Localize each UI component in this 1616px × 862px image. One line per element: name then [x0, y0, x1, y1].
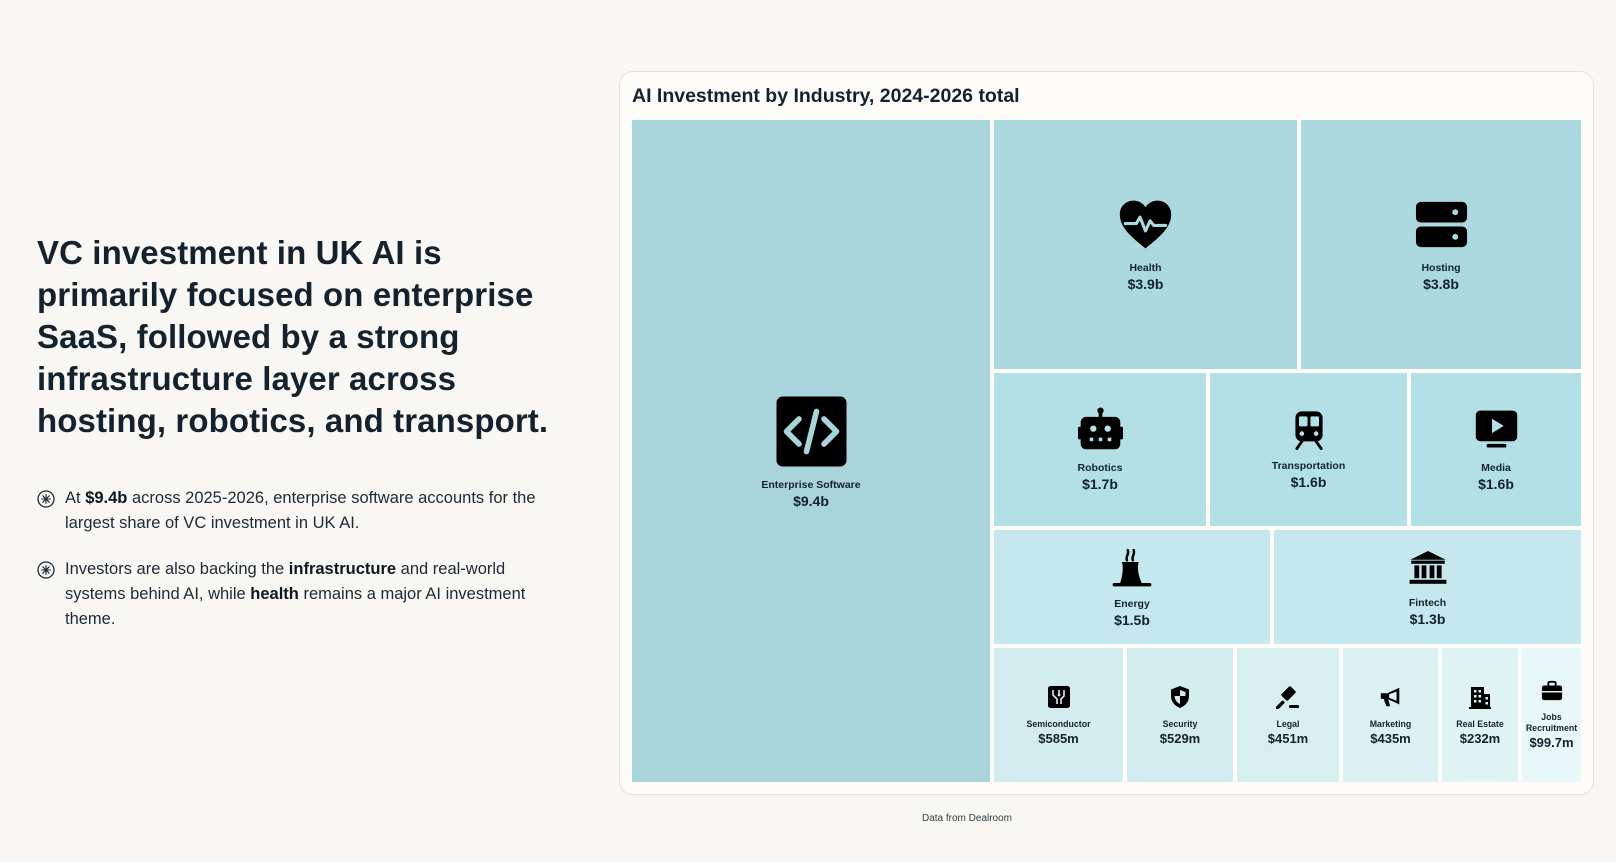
- gavel-icon: [1274, 685, 1300, 710]
- treemap-tile-health: Health $3.9b: [994, 120, 1297, 369]
- tile-label: Hosting: [1421, 262, 1461, 274]
- tile-label: Fintech: [1408, 597, 1447, 609]
- treemap-tile-real-estate: Real Estate $232m: [1442, 648, 1518, 782]
- treemap-tile-fintech: Fintech $1.3b: [1274, 530, 1581, 644]
- treemap-chart: Enterprise Software $9.4b Health $3.9b Hosti…: [632, 120, 1581, 782]
- building-icon: [1468, 685, 1492, 709]
- treemap-tile-robotics: Robotics $1.7b: [994, 373, 1206, 526]
- shield-icon: [1168, 685, 1192, 709]
- heart-pulse-icon: [1118, 197, 1173, 252]
- tile-value: $9.4b: [793, 492, 829, 509]
- key-point-text: At $9.4b across 2025-2026, enterprise so…: [65, 486, 557, 536]
- play-icon: [1474, 407, 1519, 452]
- key-point-2-part-3: remains a major AI investment theme.: [65, 585, 526, 628]
- treemap-tile-hosting: Hosting $3.8b: [1301, 120, 1581, 369]
- chart-title: AI Investment by Industry, 2024-2026 tot…: [632, 85, 1020, 107]
- robot-icon: [1077, 407, 1123, 452]
- server-icon: [1414, 197, 1469, 252]
- source-note: Data from Dealroom: [921, 813, 1013, 824]
- tile-label: Health: [1129, 262, 1162, 274]
- treemap-tile-energy: Energy $1.5b: [994, 530, 1270, 644]
- tile-value: $1.5b: [1114, 612, 1150, 628]
- megaphone-icon: [1379, 685, 1403, 709]
- key-point-1-highlight: $9.4b: [85, 489, 128, 507]
- power-plant-icon: [1111, 546, 1153, 588]
- treemap-tile-media: Media $1.6b: [1411, 373, 1581, 526]
- key-point-1-part-1: At: [65, 489, 86, 507]
- sparkle-bullet-icon: [37, 490, 55, 508]
- train-icon: [1289, 410, 1329, 450]
- tile-label: Robotics: [1077, 462, 1123, 474]
- key-point-text: Investors are also backing the infrastru…: [65, 557, 557, 632]
- tile-label: Energy: [1114, 598, 1150, 610]
- tile-value: $435m: [1370, 730, 1411, 746]
- key-point: Investors are also backing the infrastru…: [37, 557, 557, 632]
- tile-label: Jobs Recruitment: [1525, 712, 1578, 733]
- tile-value: $585m: [1038, 730, 1079, 746]
- tile-value: $529m: [1159, 730, 1201, 746]
- treemap-tile-jobs-recruitment: Jobs Recruitment $99.7m: [1522, 648, 1581, 782]
- key-point-2-highlight-1: infrastructure: [288, 560, 397, 578]
- treemap-tile-semiconductor: Semiconductor $585m: [994, 648, 1123, 782]
- tile-label: Legal: [1276, 718, 1300, 729]
- tile-value: $451m: [1267, 730, 1309, 746]
- tile-value: $3.8b: [1423, 276, 1459, 292]
- key-point-1-part-2: across 2025-2026, enterprise software ac…: [65, 489, 536, 532]
- tile-value: $99.7m: [1529, 735, 1574, 750]
- key-point-2-part-1: Investors are also backing the: [65, 560, 289, 578]
- tile-label: Security: [1162, 718, 1198, 729]
- tile-value: $1.6b: [1478, 476, 1514, 492]
- treemap-tile-legal: Legal $451m: [1237, 648, 1339, 782]
- tile-label: Marketing: [1369, 718, 1412, 729]
- tile-value: $3.9b: [1127, 276, 1164, 292]
- key-point: At $9.4b across 2025-2026, enterprise so…: [37, 486, 557, 536]
- treemap-tile-transportation: Transportation $1.6b: [1210, 373, 1407, 526]
- key-points-list: At $9.4b across 2025-2026, enterprise so…: [37, 486, 557, 632]
- tile-value: $1.3b: [1409, 611, 1446, 627]
- tile-value: $1.7b: [1082, 476, 1118, 492]
- tile-label: Real Estate: [1456, 718, 1504, 729]
- chip-icon: [1047, 685, 1071, 709]
- sparkle-bullet-icon: [37, 561, 55, 579]
- code-icon: [774, 394, 849, 469]
- treemap-tile-security: Security $529m: [1127, 648, 1233, 782]
- briefcase-icon: [1541, 680, 1563, 702]
- tile-label: Media: [1481, 462, 1511, 474]
- tile-label: Transportation: [1271, 459, 1346, 472]
- tile-label: Enterprise Software: [761, 478, 861, 491]
- intro-panel: VC investment in UK AI is primarily focu…: [37, 232, 557, 653]
- headline: VC investment in UK AI is primarily focu…: [37, 234, 549, 439]
- key-point-2-part-2: and real-world systems behind AI, while: [65, 560, 506, 603]
- key-point-2-highlight-2: health: [250, 585, 299, 603]
- tile-value: $1.6b: [1290, 473, 1327, 490]
- tile-value: $232m: [1459, 730, 1501, 746]
- treemap-tile-marketing: Marketing $435m: [1343, 648, 1438, 782]
- treemap-tile-enterprise-software: Enterprise Software $9.4b: [632, 120, 990, 782]
- tile-label: Semiconductor: [1026, 718, 1091, 729]
- bank-icon: [1408, 547, 1448, 587]
